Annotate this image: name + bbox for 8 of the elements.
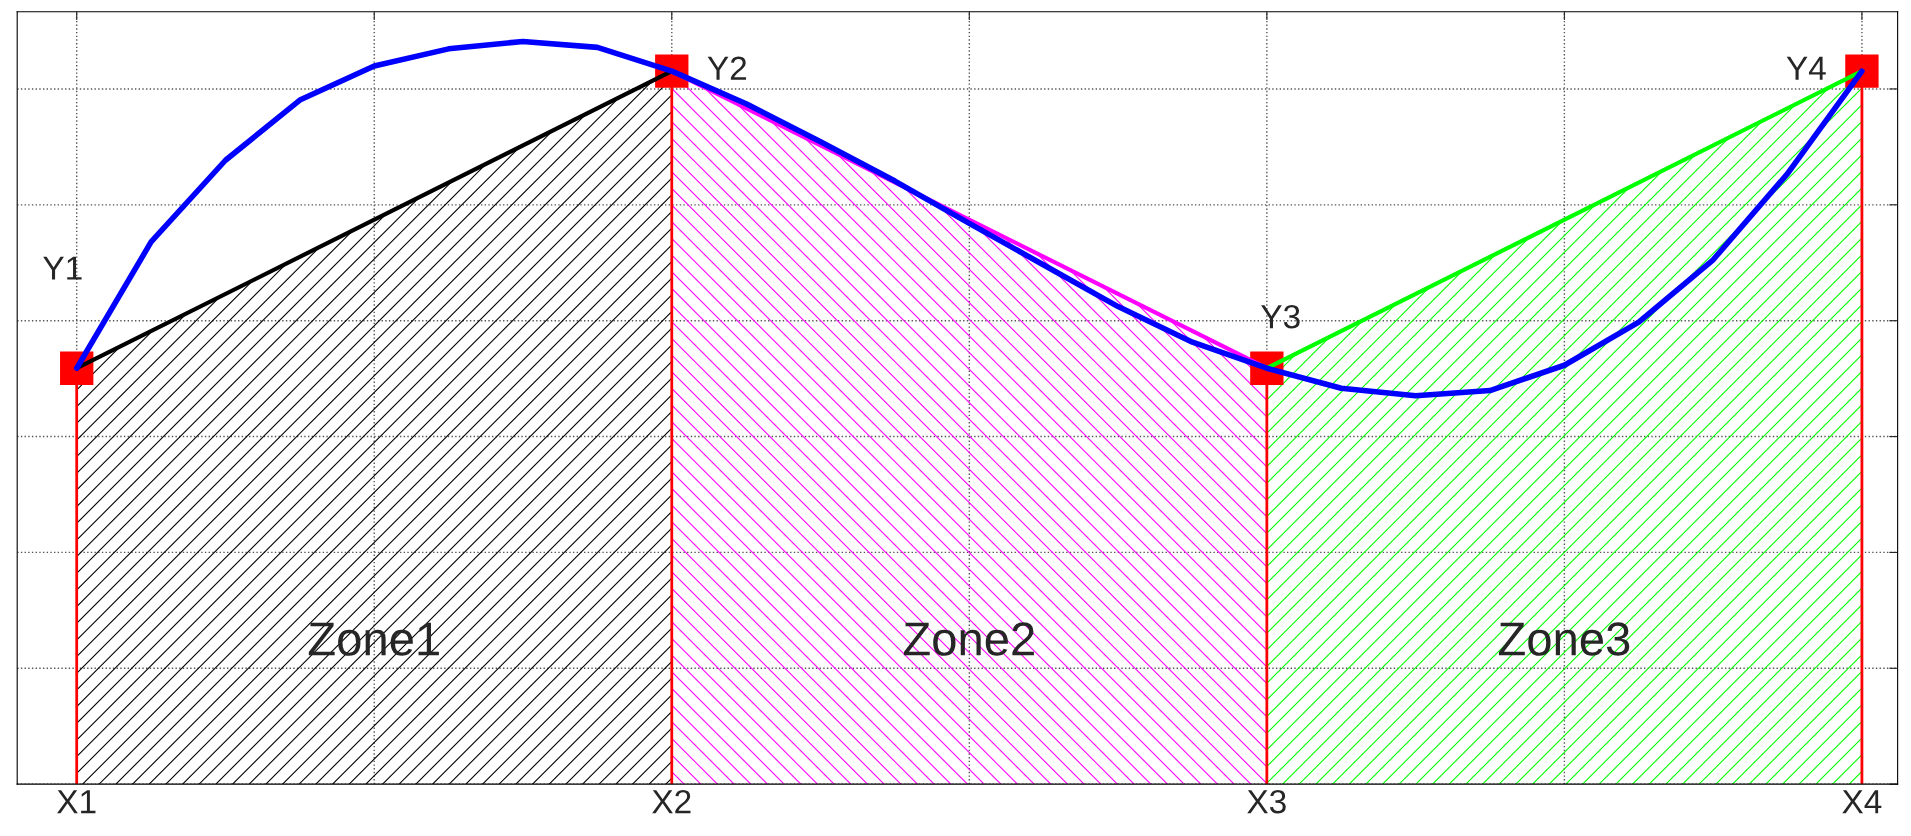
annotation: Y1	[43, 256, 82, 280]
x-tick-label: X1	[57, 790, 96, 814]
x-tick-label: X2	[652, 789, 691, 814]
x-tick-label: X3	[1247, 789, 1286, 814]
annotation: Y3	[1261, 304, 1300, 329]
annotation: Y2	[707, 56, 747, 80]
annotation: Y4	[1786, 56, 1826, 80]
x-tick-label: X4	[1842, 790, 1882, 814]
